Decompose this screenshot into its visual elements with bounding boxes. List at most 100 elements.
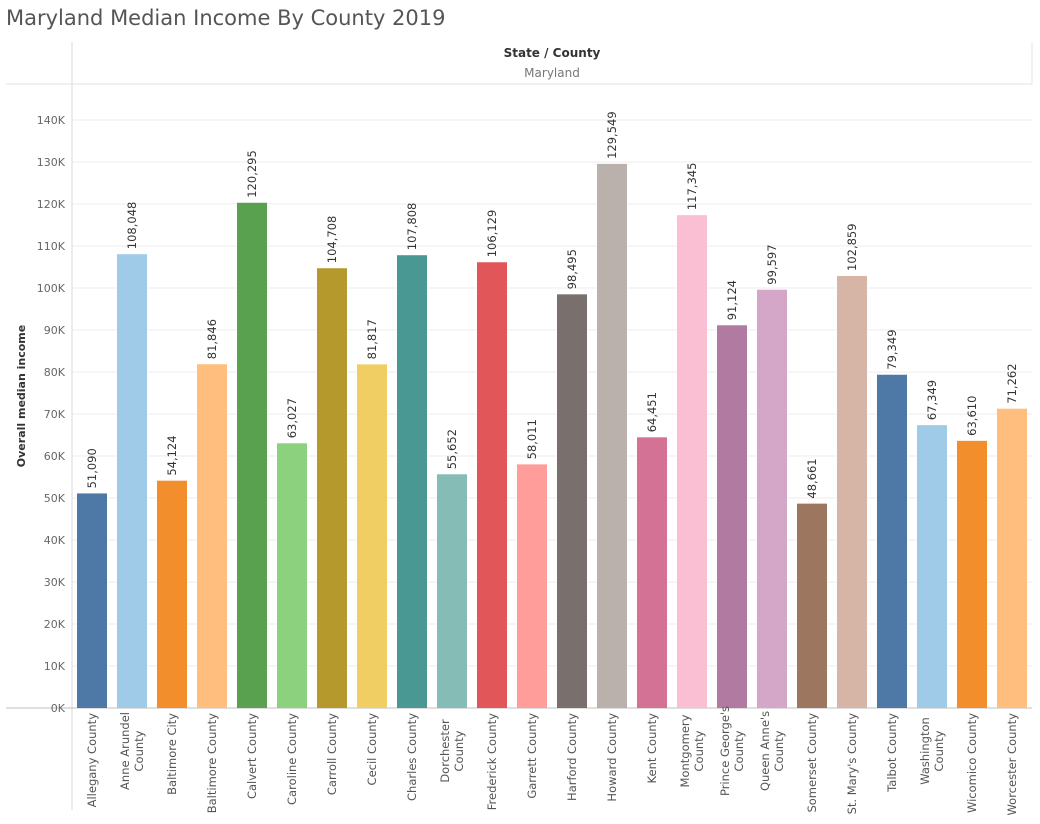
x-tick-label: County xyxy=(772,730,786,771)
value-label: 51,090 xyxy=(85,448,99,488)
bar[interactable] xyxy=(477,262,507,708)
bar[interactable] xyxy=(277,443,307,708)
value-label: 117,345 xyxy=(685,163,699,211)
y-axis-title: Overall median income xyxy=(15,325,28,467)
value-label: 120,295 xyxy=(245,150,259,198)
x-tick-label: Kent County xyxy=(645,713,659,784)
y-tick-labels: 0K 10K 20K 30K 40K 50K 60K 70K 80K 90K 100K 110K 120… xyxy=(37,114,66,715)
bar[interactable] xyxy=(357,364,387,708)
value-label: 55,652 xyxy=(445,429,459,469)
y-tick-label: 100K xyxy=(37,282,66,295)
x-tick-label: Baltimore County xyxy=(205,713,219,813)
y-tick-label: 70K xyxy=(44,408,66,421)
x-tick-label: Washington xyxy=(918,717,932,785)
x-tick-label: Garrett County xyxy=(525,713,539,799)
value-label: 48,661 xyxy=(805,458,819,498)
value-label: 108,048 xyxy=(125,202,139,250)
x-tick-label: Wicomico County xyxy=(965,713,979,813)
value-label: 71,262 xyxy=(1005,363,1019,403)
x-tick-label: County xyxy=(132,730,146,771)
bar[interactable] xyxy=(757,289,787,708)
y-tick-label: 60K xyxy=(44,450,66,463)
bar[interactable] xyxy=(557,294,587,708)
bar[interactable] xyxy=(957,440,987,708)
bar[interactable] xyxy=(117,254,147,708)
x-tick-label: Worcester County xyxy=(1005,713,1019,816)
y-tick-label: 120K xyxy=(37,198,66,211)
x-tick-label: County xyxy=(692,730,706,771)
x-tick-label: Anne Arundel xyxy=(118,712,132,790)
x-tick-label: Frederick County xyxy=(485,713,499,810)
value-label: 64,451 xyxy=(645,392,659,432)
value-label: 104,708 xyxy=(325,216,339,264)
value-label: 102,859 xyxy=(845,223,859,271)
value-label: 99,597 xyxy=(765,244,779,284)
bar[interactable] xyxy=(877,374,907,708)
y-tick-label: 90K xyxy=(44,324,66,337)
bar[interactable] xyxy=(77,493,107,708)
bar[interactable] xyxy=(317,268,347,708)
x-tick-label: Cecil County xyxy=(365,713,379,786)
value-label: 98,495 xyxy=(565,249,579,289)
x-tick-label: Allegany County xyxy=(85,713,99,808)
chart-title: Maryland Median Income By County 2019 xyxy=(6,6,446,30)
value-label: 81,817 xyxy=(365,319,379,359)
y-tick-label: 30K xyxy=(44,576,66,589)
value-label: 63,027 xyxy=(285,398,299,438)
y-tick-label: 140K xyxy=(37,114,66,127)
value-label: 107,808 xyxy=(405,203,419,251)
value-label: 63,610 xyxy=(965,396,979,436)
bar[interactable] xyxy=(997,408,1027,708)
value-label: 67,349 xyxy=(925,380,939,420)
value-label: 79,349 xyxy=(885,329,899,369)
y-tick-label: 130K xyxy=(37,156,66,169)
x-tick-label: Charles County xyxy=(405,713,419,801)
bar[interactable] xyxy=(237,202,267,709)
gridlines xyxy=(72,119,1032,667)
x-tick-label: Prince George's xyxy=(718,706,732,796)
x-tick-label: Talbot County xyxy=(885,713,899,793)
x-tick-label: Calvert County xyxy=(245,713,259,799)
bar[interactable] xyxy=(397,255,427,708)
bar[interactable] xyxy=(677,215,707,708)
bar[interactable] xyxy=(597,163,627,709)
x-tick-label: Caroline County xyxy=(285,713,299,805)
x-tick-label: Baltimore City xyxy=(165,713,179,795)
bar[interactable] xyxy=(197,364,227,708)
x-tick-label: Somerset County xyxy=(805,713,819,813)
y-tick-label: 20K xyxy=(44,618,66,631)
bar[interactable] xyxy=(717,325,747,708)
y-tick-label: 80K xyxy=(44,366,66,379)
y-tick-label: 110K xyxy=(37,240,66,253)
x-tick-labels: Allegany County Anne Arundel County Baltimo… xyxy=(85,706,1019,816)
bar[interactable] xyxy=(157,480,187,708)
bars xyxy=(77,163,1027,709)
value-label: 106,129 xyxy=(485,210,499,258)
y-tick-label: 50K xyxy=(44,492,66,505)
x-tick-label: County xyxy=(732,730,746,771)
x-tick-label: County xyxy=(452,730,466,771)
bar[interactable] xyxy=(637,437,667,708)
value-label: 54,124 xyxy=(165,435,179,475)
header-label: State / County xyxy=(504,46,601,60)
x-tick-label: St. Mary's County xyxy=(845,713,859,815)
bar[interactable] xyxy=(917,425,947,708)
y-tick-label: 0K xyxy=(51,702,66,715)
value-label: 91,124 xyxy=(725,280,739,320)
bar[interactable] xyxy=(517,464,547,708)
x-tick-label: Harford County xyxy=(565,713,579,801)
x-tick-label: Dorchester xyxy=(438,719,452,783)
bar[interactable] xyxy=(437,474,467,708)
bar[interactable] xyxy=(797,503,827,708)
x-tick-label: Queen Anne's xyxy=(758,711,772,791)
value-label: 129,549 xyxy=(605,111,619,159)
value-label: 81,846 xyxy=(205,319,219,359)
x-tick-label: Montgomery xyxy=(678,714,692,787)
y-tick-label: 40K xyxy=(44,534,66,547)
value-label: 58,011 xyxy=(525,419,539,459)
y-tick-label: 10K xyxy=(44,660,66,673)
header-value: Maryland xyxy=(524,66,580,80)
bar[interactable] xyxy=(837,275,867,708)
x-tick-label: Howard County xyxy=(605,713,619,802)
